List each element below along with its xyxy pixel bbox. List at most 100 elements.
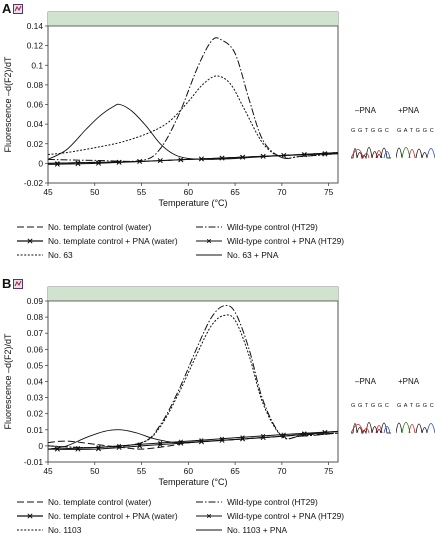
x-tick-label: 50: [90, 187, 100, 197]
legend-item: Wild-type control (HT29): [195, 497, 318, 507]
series-solid: [47, 103, 339, 160]
app-icon: [13, 4, 23, 14]
plot-area: [47, 286, 339, 463]
legend-label: No. 63 + PNA: [227, 250, 279, 260]
legend-label: Wild-type control + PNA (HT29): [227, 511, 345, 521]
app-icon: [13, 279, 23, 289]
y-tick-label: 0: [38, 158, 43, 168]
minus-pna-label-b: –PNA: [355, 377, 376, 386]
legend-swatch: [17, 501, 43, 503]
legend-swatch: [196, 254, 222, 256]
plus-pna-label-b: +PNA: [398, 377, 420, 386]
chromatogram-minus-pna-a: [351, 147, 391, 159]
y-tick-label: 0.04: [27, 119, 44, 129]
sequence-plus-pna-b: G A T G G C: [397, 403, 435, 409]
sequence-minus-pna-a: G G T G G C: [351, 128, 390, 134]
legend-swatch: [196, 238, 222, 244]
legend-item: No. 1103 + PNA: [195, 525, 287, 535]
series-solid: [47, 429, 339, 450]
legend-label: No. 1103 + PNA: [227, 525, 288, 535]
panel-label-a: A: [2, 1, 12, 16]
legend-label: No. template control (water): [48, 497, 152, 507]
legend-swatch: [196, 513, 222, 519]
x-tick-label: 75: [324, 187, 334, 197]
legend-swatch: [17, 226, 43, 228]
y-tick-label: 0.08: [27, 312, 44, 322]
y-tick-label: 0.12: [27, 41, 44, 51]
y-tick-label: 0.14: [27, 21, 44, 31]
legend-swatch: [196, 529, 222, 531]
series-line: [47, 103, 339, 160]
x-tick-label: 60: [184, 187, 194, 197]
y-tick-label: 0.02: [27, 139, 44, 149]
x-tick-label: 45: [43, 187, 53, 197]
x-tick-label: 60: [184, 466, 194, 476]
sequence-plus-pna-a: G A T G G C: [397, 128, 435, 134]
legend-a: No. template control (water) Wild-type co…: [0, 222, 345, 267]
chromatogram-plus-pna-a: [396, 147, 435, 159]
chromatogram-plus-pna-b: [396, 422, 435, 434]
legend-swatch: [196, 226, 222, 228]
x-tick-label: 70: [277, 466, 287, 476]
legend-item: No. template control (water): [16, 222, 151, 232]
series-dotted: [47, 75, 339, 159]
panel-label-b: B: [2, 276, 12, 291]
y-tick-label: -0.01: [24, 457, 43, 467]
plus-pna-label-a: +PNA: [398, 106, 420, 115]
y-tick-label: 0.01: [27, 425, 44, 435]
series-line: [47, 37, 339, 162]
plot-header-bar: [48, 287, 338, 301]
x-axis-label: Temperature (°C): [158, 198, 227, 208]
legend-label: Wild-type control (HT29): [227, 222, 318, 232]
legend-label: No. template control + PNA (water): [48, 236, 178, 246]
legend-label: No. template control + PNA (water): [48, 511, 178, 521]
x-axis-label: Temperature (°C): [158, 477, 227, 487]
sequence-minus-pna-b: G G T G G C: [351, 403, 390, 409]
legend-item: Wild-type control (HT29): [195, 222, 318, 232]
series-line: [47, 429, 339, 450]
legend-label: Wild-type control (HT29): [227, 497, 318, 507]
legend-item: No. 63: [16, 250, 73, 260]
melting-curve-chart-a: -0.02 0 0.02 0.04 0.06 0.08 0.1 0.12 0.14 45 50 55 6…: [3, 11, 339, 208]
series-line: [47, 314, 339, 449]
y-tick-label: 0.02: [27, 409, 44, 419]
y-axis-label: Fluorescence –d(F2)/dT: [3, 56, 13, 153]
y-tick-label: 0.1: [31, 60, 43, 70]
plot-header-bar: [48, 12, 338, 26]
legend-item: No. template control (water): [16, 497, 151, 507]
x-tick-label: 65: [230, 466, 240, 476]
legend-item: No. template control + PNA (water): [16, 236, 178, 246]
series-dotted: [47, 314, 339, 449]
series-line: [47, 75, 339, 159]
y-tick-label: 0.08: [27, 80, 44, 90]
legend-swatch: [17, 513, 43, 519]
y-tick-label: -0.02: [24, 178, 43, 188]
legend-item: No. template control + PNA (water): [16, 511, 178, 521]
y-tick-label: 0.05: [27, 360, 44, 370]
legend-label: No. template control (water): [48, 222, 152, 232]
legend-swatch: [17, 238, 43, 244]
legend-item: No. 1103: [16, 525, 81, 535]
x-tick-label: 75: [324, 466, 334, 476]
y-tick-label: 0.07: [27, 328, 44, 338]
legend-label: No. 1103: [48, 525, 82, 535]
chromatogram-minus-pna-b: [351, 422, 391, 434]
y-tick-label: 0.09: [27, 296, 44, 306]
legend-item: No. 63 + PNA: [195, 250, 278, 260]
legend-item: Wild-type control + PNA (HT29): [195, 236, 344, 246]
y-tick-label: 0.06: [27, 344, 44, 354]
legend-label: No. 63: [48, 250, 73, 260]
series-dashdot: [47, 37, 339, 162]
y-axis-label: Fluorescence –d(F2)/dT: [3, 333, 13, 430]
x-tick-label: 50: [90, 466, 100, 476]
legend-label: Wild-type control + PNA (HT29): [227, 236, 345, 246]
plot-area: [47, 11, 339, 184]
x-tick-label: 55: [137, 187, 147, 197]
x-tick-label: 65: [230, 187, 240, 197]
y-tick-label: 0.03: [27, 393, 44, 403]
minus-pna-label-a: –PNA: [355, 106, 376, 115]
y-tick-label: 0: [38, 441, 43, 451]
y-tick-label: 0.04: [27, 377, 44, 387]
legend-swatch: [17, 529, 43, 531]
x-tick-label: 55: [137, 466, 147, 476]
